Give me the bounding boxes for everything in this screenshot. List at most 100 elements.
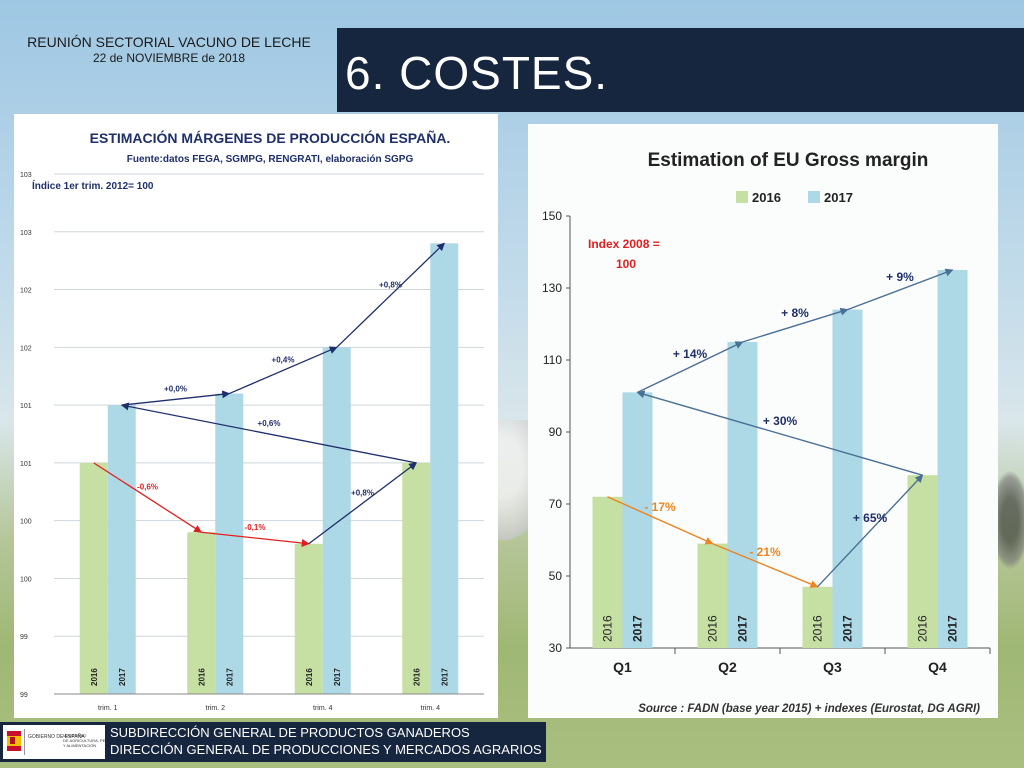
x-tick-label: trim. 1 [98, 705, 118, 712]
change-label: +0,0% [164, 384, 187, 393]
change-label: + 65% [853, 511, 888, 525]
index-note: Índice 1er trim. 2012= 100 [32, 179, 154, 192]
legend-swatch [808, 191, 820, 203]
title-bar: 6. COSTES. [337, 28, 1024, 112]
bar-2017-Q1 [622, 392, 653, 648]
change-arrow [121, 390, 231, 406]
bar-inner-label: 2016 [197, 668, 206, 686]
change-label: +0,6% [258, 419, 281, 428]
bar-2017-Q2 [727, 342, 758, 648]
y-tick-label: 30 [549, 641, 563, 655]
footer-line-1: SUBDIRECCIÓN GENERAL DE PRODUCTOS GANADE… [110, 725, 470, 740]
change-arrow [636, 390, 923, 476]
bar-2017-0 [107, 405, 136, 694]
x-tick-label: Q1 [613, 659, 632, 675]
chart-title: ESTIMACIÓN MÁRGENES DE PRODUCCIÓN ESPAÑA… [90, 129, 451, 146]
change-label: -0,1% [245, 523, 266, 532]
bar-2017-Q4 [937, 270, 968, 648]
change-arrow [308, 462, 418, 545]
bar-inner-label: 2017 [118, 668, 127, 686]
bar-2016-Q3 [802, 586, 833, 648]
change-label: +0,8% [351, 488, 374, 497]
bar-inner-label: 2017 [225, 668, 234, 686]
y-tick-label: 90 [549, 425, 563, 439]
y-tick-label: 100 [20, 519, 32, 526]
change-label: + 8% [781, 306, 809, 320]
change-label: + 14% [673, 347, 708, 361]
y-tick-label: 70 [549, 497, 563, 511]
chart-title: Estimation of EU Gross margin [648, 150, 929, 171]
y-tick-label: 150 [542, 209, 562, 223]
bar-2016-2 [294, 543, 323, 694]
legend-label: 2017 [824, 190, 853, 205]
x-tick-label: Q3 [823, 659, 842, 675]
y-tick-label: 110 [543, 353, 562, 367]
x-tick-label: Q4 [928, 659, 947, 675]
footer-line-2: DIRECCIÓN GENERAL DE PRODUCCIONES Y MERC… [110, 742, 542, 757]
meeting-date: 22 de NOVIEMBRE de 2018 [92, 51, 246, 65]
change-label: - 17% [644, 500, 676, 514]
legend-label: 2016 [752, 190, 781, 205]
x-tick-label: Q2 [718, 659, 737, 675]
change-label: - 21% [749, 545, 781, 559]
change-arrow [201, 531, 310, 548]
change-label: +0,8% [379, 280, 402, 289]
meeting-header: REUNIÓN SECTORIAL VACUNO DE LECHE 22 de … [0, 34, 338, 66]
y-tick-label: 102 [20, 345, 32, 352]
y-tick-label: 103 [20, 172, 32, 179]
y-tick-label: 99 [20, 692, 28, 699]
change-arrow [120, 402, 417, 464]
bar-2017-Q3 [832, 309, 863, 648]
change-arrow [607, 496, 714, 545]
y-tick-label: 101 [20, 403, 32, 410]
government-logo: GOBIERNO DE ESPAÑA MINISTERIO DE AGRICUL… [3, 725, 105, 759]
x-tick-label: trim. 4 [421, 705, 441, 712]
bar-inner-label: 2016 [412, 668, 421, 686]
spain-margin-chart: ESTIMACIÓN MÁRGENES DE PRODUCCIÓN ESPAÑA… [20, 129, 484, 712]
bar-inner-label: 2017 [946, 615, 960, 642]
change-arrow [712, 542, 819, 588]
y-tick-label: 99 [20, 634, 28, 641]
change-arrow [742, 307, 849, 343]
eu-margin-chart: Estimation of EU Gross margin 2016 2017 I… [542, 150, 991, 715]
y-tick-label: 100 [20, 576, 32, 583]
bar-inner-label: 2017 [440, 668, 449, 686]
y-tick-label: 102 [20, 288, 32, 295]
slide-title: 6. COSTES. [345, 47, 609, 99]
change-label: + 30% [763, 414, 798, 428]
svg-text:Y ALIMENTACIÓN: Y ALIMENTACIÓN [63, 743, 96, 748]
bar-2016-Q1 [592, 496, 623, 648]
change-label: -0,6% [137, 483, 158, 492]
change-arrow [93, 462, 203, 533]
legend-swatch [736, 191, 748, 203]
bar-2016-Q4 [907, 475, 938, 648]
change-arrow [228, 346, 338, 395]
bar-2016-3 [402, 462, 431, 694]
bar-2016-1 [187, 532, 216, 694]
bar-inner-label: 2016 [706, 615, 720, 642]
y-tick-label: 103 [20, 230, 32, 237]
bar-2017-1 [215, 393, 244, 694]
footer-bar: GOBIERNO DE ESPAÑA MINISTERIO DE AGRICUL… [0, 722, 546, 762]
spain-margin-chart-panel: ESTIMACIÓN MÁRGENES DE PRODUCCIÓN ESPAÑA… [14, 114, 498, 718]
svg-text:DE AGRICULTURA, PESCA: DE AGRICULTURA, PESCA [63, 738, 105, 743]
bar-inner-label: 2017 [631, 615, 645, 642]
bar-inner-label: 2017 [736, 615, 750, 642]
bar-inner-label: 2016 [811, 615, 825, 642]
y-tick-label: 101 [20, 461, 32, 468]
bar-inner-label: 2017 [333, 668, 342, 686]
y-tick-label: 130 [542, 281, 562, 295]
index-note: Index 2008 = 100 [588, 237, 663, 271]
change-arrow [637, 341, 744, 394]
change-arrow [816, 474, 924, 588]
eu-margin-chart-panel: Estimation of EU Gross margin 2016 2017 I… [528, 124, 998, 718]
y-tick-label: 50 [549, 569, 563, 583]
chart-subtitle: Fuente:datos FEGA, SGMPG, RENGRATI, elab… [127, 154, 414, 165]
bar-2017-3 [430, 243, 459, 695]
change-label: + 9% [886, 270, 914, 284]
svg-text:GOBIERNO DE ESPAÑA: GOBIERNO DE ESPAÑA [28, 733, 85, 740]
meeting-title: REUNIÓN SECTORIAL VACUNO DE LECHE [27, 34, 311, 50]
bar-inner-label: 2016 [90, 668, 99, 686]
change-arrow [336, 242, 445, 348]
bar-2017-2 [322, 347, 351, 694]
